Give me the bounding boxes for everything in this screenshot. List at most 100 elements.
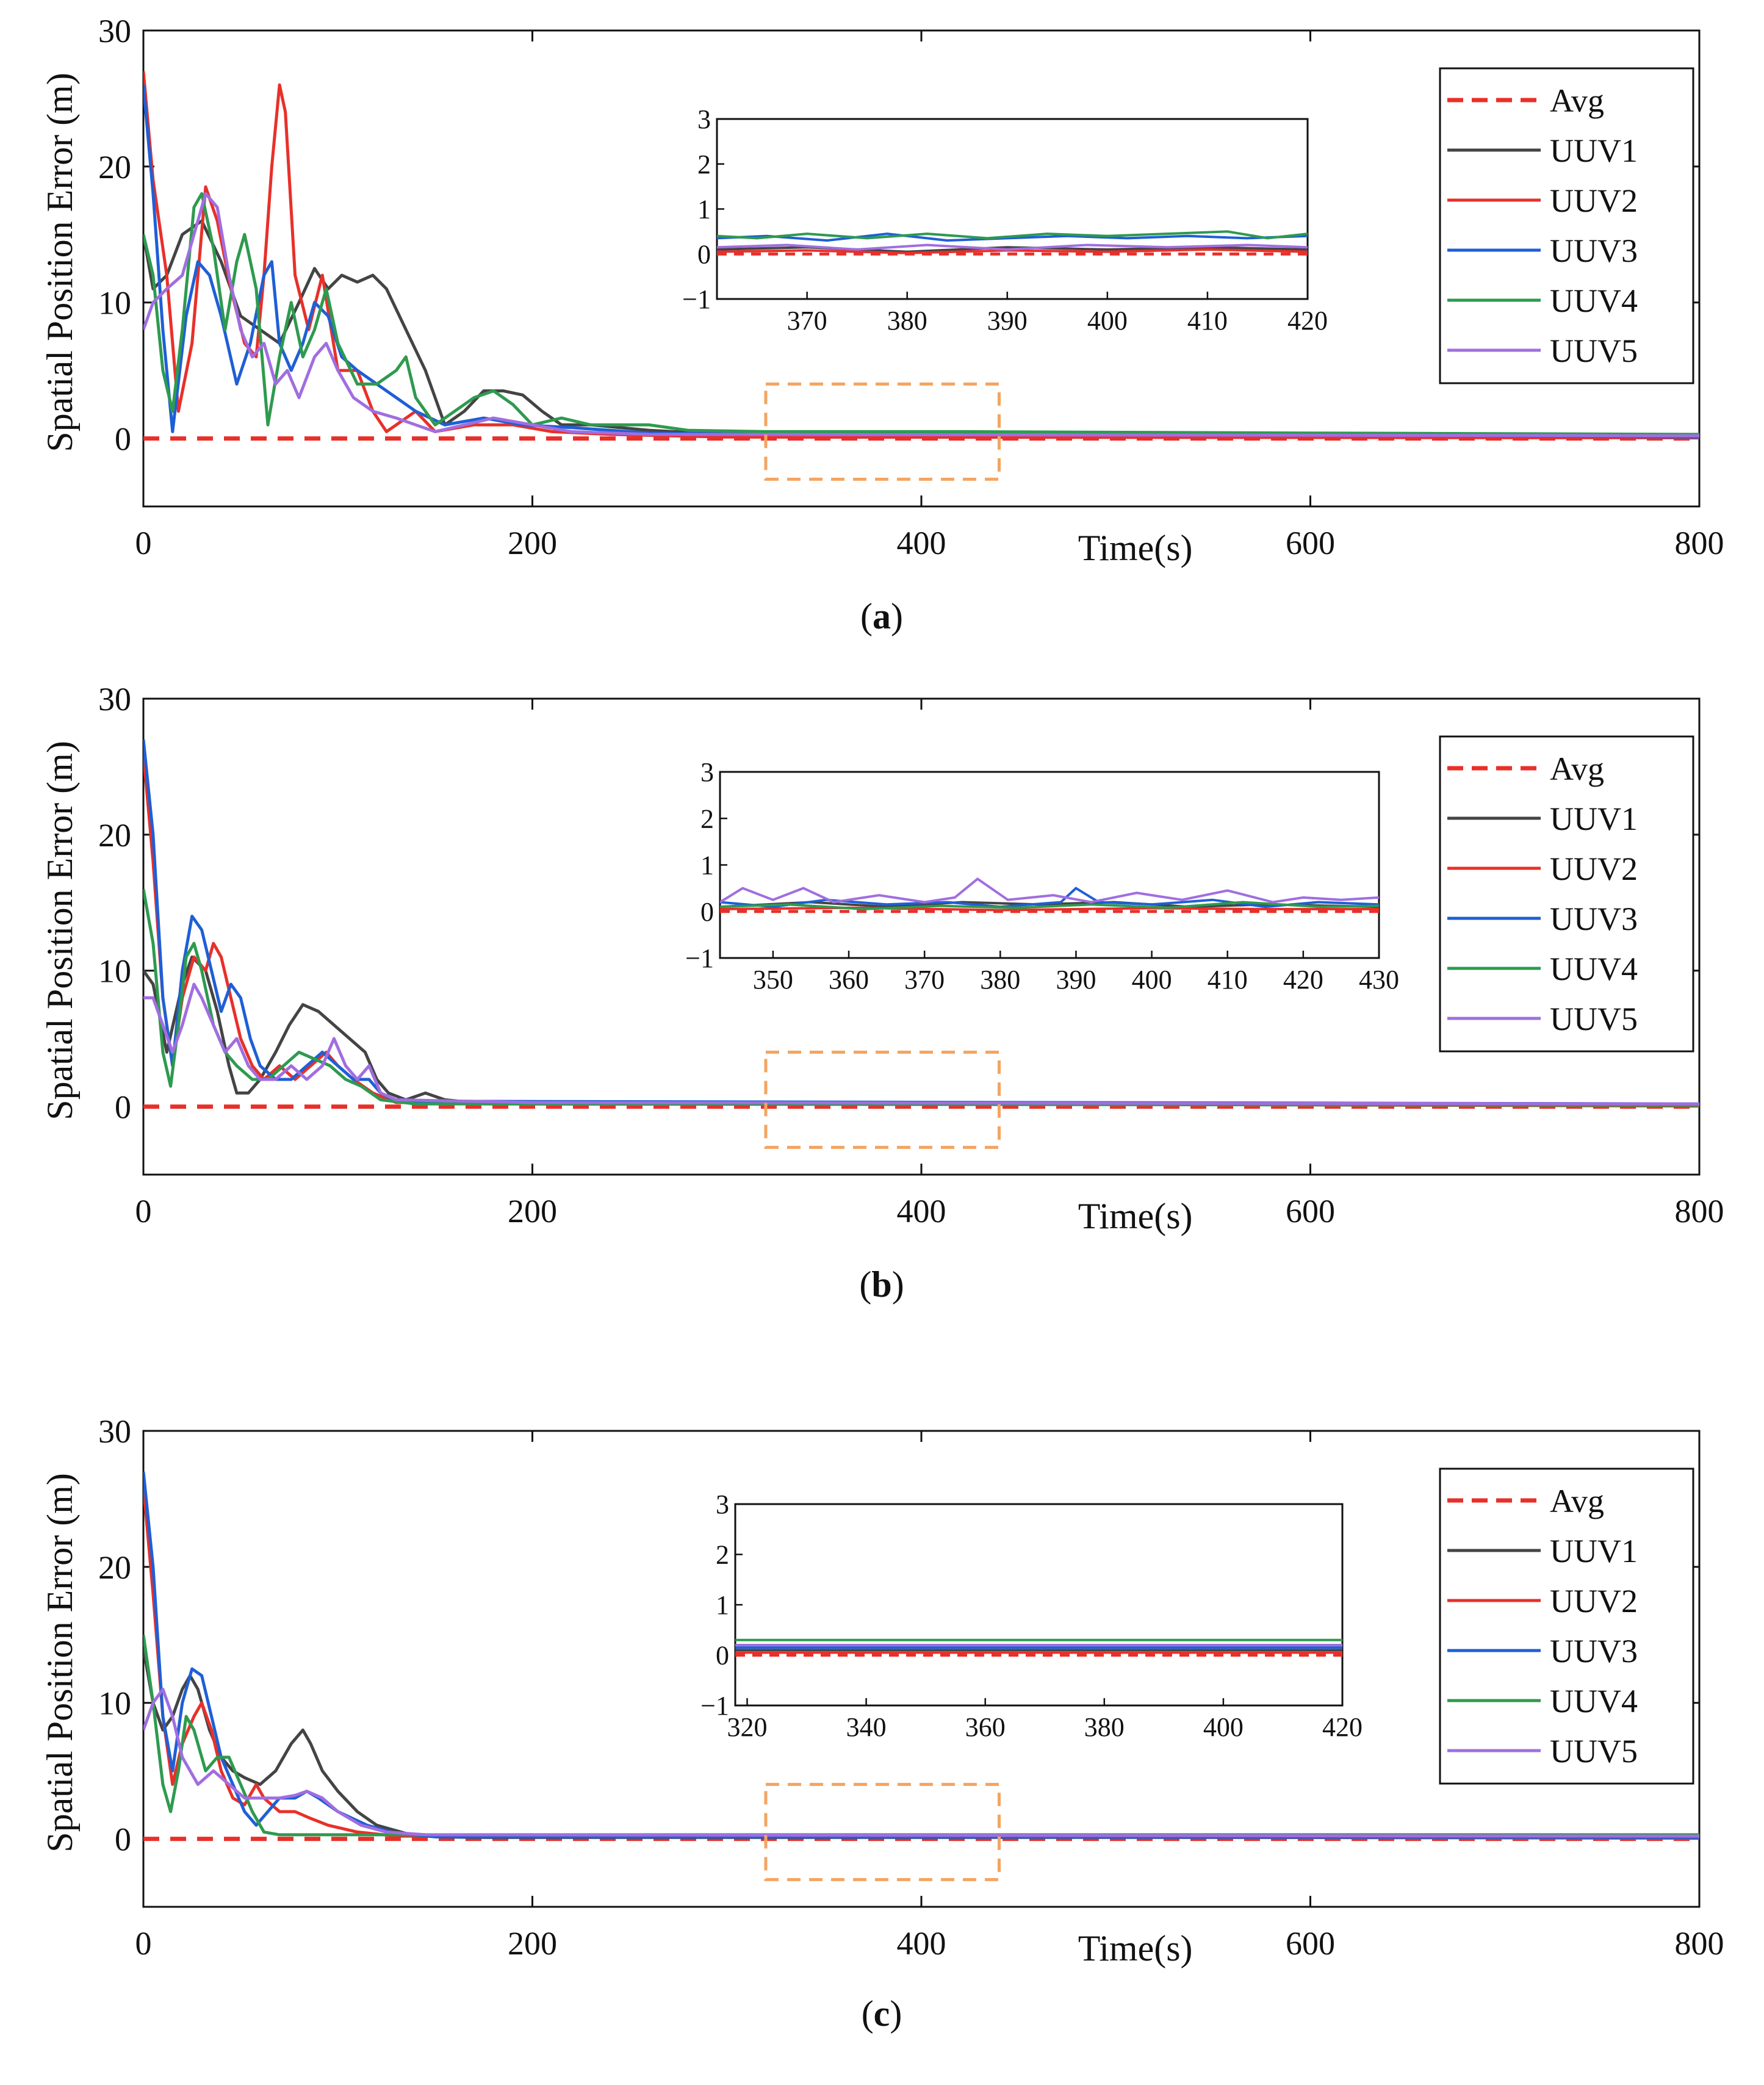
x-axis-label: Time(s) bbox=[1078, 1196, 1193, 1236]
series-line-uuv2 bbox=[143, 71, 1699, 439]
legend-label-uuv5: UUV5 bbox=[1550, 1733, 1638, 1770]
inset-x-tick-label: 420 bbox=[1322, 1712, 1363, 1742]
x-tick-label: 400 bbox=[897, 525, 946, 561]
legend: Avg UUV1 UUV2 UUV3 UUV4 UUV5 bbox=[1439, 1467, 1694, 1785]
inset-chart: 350 360 370 380 390 400 410 420 430 −1 0 1 2 3 bbox=[685, 757, 1399, 995]
inset-x-tick-label: 320 bbox=[727, 1712, 768, 1742]
legend-label-avg: Avg bbox=[1550, 82, 1604, 119]
inset-y-tick-label: −1 bbox=[682, 284, 711, 314]
inset-y-tick-label: 1 bbox=[697, 195, 711, 225]
y-tick-label: 30 bbox=[98, 681, 131, 718]
zoom-box bbox=[764, 1782, 1001, 1881]
legend-label-uuv1: UUV1 bbox=[1550, 1533, 1638, 1569]
inset-y-tick-label: 2 bbox=[697, 149, 711, 179]
legend-box bbox=[1439, 67, 1694, 384]
inset-x-tick-label: 360 bbox=[965, 1712, 1006, 1742]
caption-letter: c bbox=[874, 1993, 890, 2034]
inset-x-tick-label: 400 bbox=[1203, 1712, 1244, 1742]
inset-x-tick-label: 420 bbox=[1283, 965, 1323, 995]
legend-label-uuv4: UUV4 bbox=[1550, 1683, 1638, 1719]
x-tick-label: 0 bbox=[135, 525, 152, 561]
legend-label-avg: Avg bbox=[1550, 751, 1604, 787]
inset-x-tick-label: 370 bbox=[904, 965, 945, 995]
y-axis-label: Spatial Position Error (m) bbox=[40, 741, 80, 1120]
legend-label-uuv1: UUV1 bbox=[1550, 132, 1638, 169]
y-tick-label: 30 bbox=[98, 13, 131, 49]
x-tick-label: 600 bbox=[1286, 1193, 1335, 1230]
figure-caption: (c) bbox=[862, 1993, 902, 2034]
y-tick-label: 0 bbox=[115, 1089, 131, 1126]
inset-chart: 320 340 360 380 400 420 −1 0 1 2 3 bbox=[700, 1489, 1363, 1742]
inset-x-tick-label: 400 bbox=[1087, 306, 1128, 336]
legend-label-uuv2: UUV2 bbox=[1550, 851, 1638, 887]
legend-box bbox=[1439, 735, 1694, 1053]
y-tick-label: 10 bbox=[98, 1685, 131, 1722]
inset-x-tick-label: 380 bbox=[980, 965, 1020, 995]
inset-y-tick-label: 0 bbox=[700, 897, 714, 927]
legend-box bbox=[1439, 1467, 1694, 1785]
figure-caption: (b) bbox=[859, 1264, 904, 1305]
inset-y-tick-label: 2 bbox=[700, 804, 714, 834]
inset-frame bbox=[716, 118, 1309, 300]
inset-series-line-uuv4 bbox=[720, 901, 1379, 910]
inset-y-tick-label: 3 bbox=[700, 757, 714, 787]
inset-x-tick-label: 380 bbox=[1084, 1712, 1125, 1742]
x-tick-label: 0 bbox=[135, 1925, 152, 1962]
x-tick-label: 400 bbox=[897, 1925, 946, 1962]
y-tick-label: 10 bbox=[98, 285, 131, 322]
inset-y-tick-label: 3 bbox=[697, 104, 711, 134]
legend-label-uuv3: UUV3 bbox=[1550, 901, 1638, 937]
caption-letter: a bbox=[873, 596, 891, 636]
inset-y-tick-label: 2 bbox=[716, 1540, 729, 1570]
series-group bbox=[143, 739, 1699, 1109]
legend: Avg UUV1 UUV2 UUV3 UUV4 UUV5 bbox=[1439, 67, 1694, 384]
legend-label-uuv2: UUV2 bbox=[1550, 1583, 1638, 1619]
x-tick-label: 800 bbox=[1675, 1925, 1724, 1962]
x-tick-label: 600 bbox=[1286, 1925, 1335, 1962]
x-tick-label: 800 bbox=[1675, 1193, 1724, 1230]
inset-y-tick-label: 0 bbox=[716, 1641, 729, 1671]
y-tick-label: 0 bbox=[115, 421, 131, 458]
caption-letter: b bbox=[871, 1264, 891, 1305]
y-tick-label: 30 bbox=[98, 1413, 131, 1450]
inset-y-tick-label: 0 bbox=[697, 239, 711, 269]
legend-label-uuv2: UUV2 bbox=[1550, 182, 1638, 219]
inset-y-tick-label: 1 bbox=[700, 851, 714, 880]
x-tick-label: 400 bbox=[897, 1193, 946, 1230]
series-line-uuv1 bbox=[143, 1648, 1699, 1839]
inset-series-line-uuv5 bbox=[717, 243, 1308, 251]
series-line-uuv5 bbox=[143, 982, 1699, 1106]
inset-x-tick-label: 390 bbox=[1056, 965, 1096, 995]
x-tick-label: 600 bbox=[1286, 525, 1335, 561]
inset-frame bbox=[734, 1503, 1344, 1707]
inset-series-line-uuv3 bbox=[717, 232, 1308, 242]
series-group bbox=[143, 1471, 1699, 1842]
series-line-uuv4 bbox=[143, 1634, 1699, 1837]
legend-label-uuv3: UUV3 bbox=[1550, 1633, 1638, 1669]
inset-series-group bbox=[717, 230, 1308, 256]
inset-x-tick-label: 390 bbox=[987, 306, 1028, 336]
zoom-box bbox=[764, 382, 1001, 481]
x-tick-label: 200 bbox=[508, 1193, 557, 1230]
x-tick-label: 0 bbox=[135, 1193, 152, 1230]
inset-x-tick-label: 420 bbox=[1287, 306, 1328, 336]
inset-series-group bbox=[735, 1638, 1342, 1657]
inset-x-tick-label: 370 bbox=[787, 306, 827, 336]
legend-label-uuv5: UUV5 bbox=[1550, 1001, 1638, 1037]
y-tick-label: 20 bbox=[98, 1549, 131, 1586]
inset-series-line-uuv5 bbox=[720, 877, 1379, 904]
y-tick-label: 20 bbox=[98, 817, 131, 854]
series-line-uuv4 bbox=[143, 888, 1699, 1107]
inset-x-tick-label: 350 bbox=[753, 965, 793, 995]
series-line-uuv5 bbox=[143, 1687, 1699, 1838]
inset-x-tick-label: 340 bbox=[846, 1712, 887, 1742]
legend-label-uuv4: UUV4 bbox=[1550, 283, 1638, 319]
y-axis-label: Spatial Position Error (m) bbox=[40, 73, 80, 452]
inset-y-tick-label: −1 bbox=[685, 943, 714, 973]
inset-y-tick-label: 3 bbox=[716, 1489, 729, 1519]
series-group bbox=[143, 71, 1699, 441]
